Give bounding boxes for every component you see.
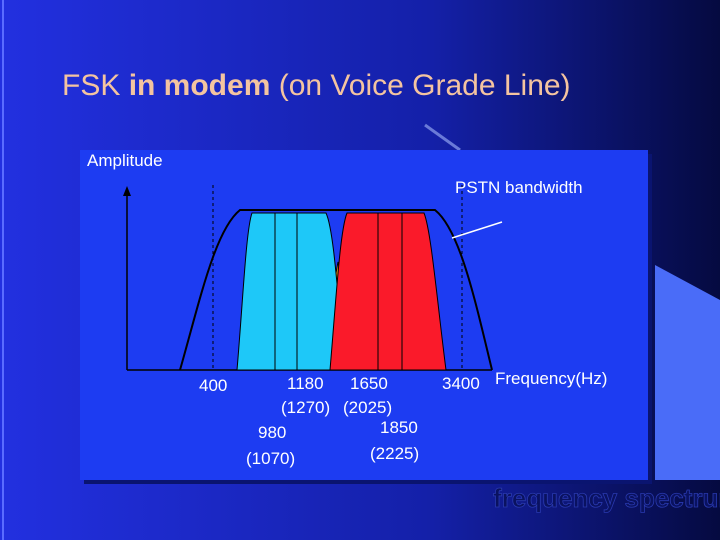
bandwidth-label: PSTN bandwidth [455,178,583,197]
title-part: in modem [129,69,271,102]
footer: frequency spectrum [493,483,720,513]
frequency-label: (1070) [246,449,295,468]
channel-2 [329,212,447,371]
frequency-label: (1270) [281,398,330,417]
slide-title: FSK in modem (on Voice Grade Line) [62,69,571,102]
frequency-label: 1180 [287,374,324,393]
y-axis-label: Amplitude [87,151,163,170]
frequency-label: 980 [258,423,286,442]
x-axis-label: Frequency(Hz) [495,369,607,388]
frequency-label: (2025) [343,398,392,417]
frequency-label: 1850 [380,418,418,437]
axis-arrow [123,186,131,196]
frequency-label: 3400 [442,374,480,393]
frequency-label: 1650 [350,374,388,393]
title-part: FSK [62,69,129,102]
pointer [451,221,503,239]
frequency-label: 400 [199,376,227,395]
bandwidth-curve [179,209,493,371]
decoration [424,123,461,152]
decoration [655,265,720,480]
title-part: (on Voice Grade Line) [270,69,570,102]
channel-1 [236,212,346,371]
frequency-label: (2225) [370,444,419,463]
